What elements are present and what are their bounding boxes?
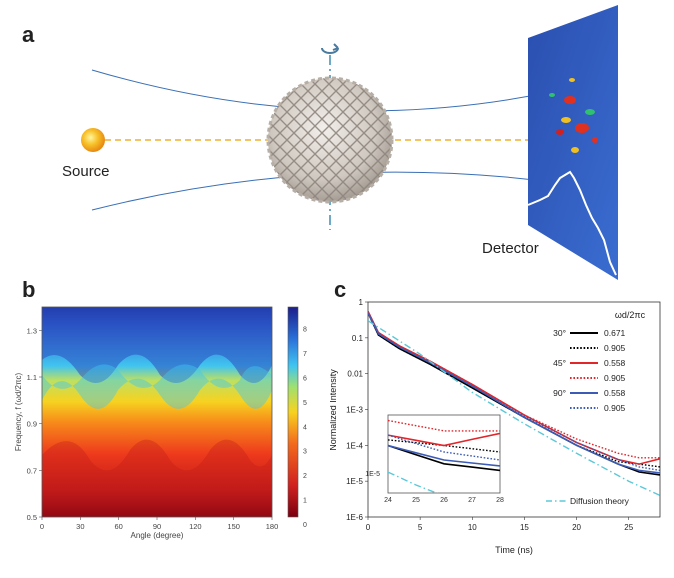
detector-label: Detector bbox=[482, 240, 539, 257]
legend-angle-label: 30° bbox=[553, 328, 566, 338]
heatmap-x-tick-label: 150 bbox=[227, 522, 240, 531]
inset-frame bbox=[387, 414, 501, 494]
heatmap-y-tick-label: 1.1 bbox=[27, 373, 37, 382]
heatmap-x-tick-label: 0 bbox=[40, 522, 44, 531]
source-label: Source bbox=[62, 163, 110, 180]
legend-header: ωd/2πc bbox=[615, 310, 646, 320]
heatmap-y-ticks: 0.5 0.7 0.9 1.1 1.3 bbox=[27, 326, 42, 522]
inset-x-tick-label: 25 bbox=[412, 497, 420, 504]
legend-value-label: 0.558 bbox=[604, 358, 626, 368]
inset-x-tick-label: 28 bbox=[496, 497, 504, 504]
colorbar-tick-label: 4 bbox=[303, 424, 307, 431]
decay-y-tick-label: 1E-6 bbox=[346, 513, 363, 522]
decay-x-tick-label: 5 bbox=[418, 523, 423, 532]
decay-y-tick-label: 0.01 bbox=[347, 370, 363, 379]
colorbar-tick-label: 8 bbox=[303, 327, 307, 334]
legend: 30° 0.671 0.905 45° 0.558 0.905 90° 0.558 0.905 bbox=[553, 328, 625, 413]
source-sun-icon bbox=[81, 128, 105, 152]
inset-series-line bbox=[388, 432, 500, 447]
legend-value-label: 0.905 bbox=[604, 343, 626, 353]
decay-y-label: Normalized Intensity bbox=[330, 369, 338, 451]
panel-a-illustration bbox=[81, 5, 618, 280]
heatmap-y-tick-label: 0.7 bbox=[27, 466, 37, 475]
legend-value-label: 0.905 bbox=[604, 373, 626, 383]
colorbar bbox=[287, 306, 299, 518]
heatmap-y-label: Frequency, f (ωd/2πc) bbox=[14, 373, 23, 452]
decay-x-tick-label: 10 bbox=[468, 523, 477, 532]
legend-value-label: 0.905 bbox=[604, 403, 626, 413]
inset-series-line bbox=[388, 471, 439, 493]
decay-y-tick-label: 1E-4 bbox=[346, 441, 363, 450]
quasicrystal-sphere-icon bbox=[266, 76, 394, 204]
colorbar-tick-label: 1 bbox=[303, 498, 307, 505]
diffusion-legend-label: Diffusion theory bbox=[570, 496, 630, 506]
inset-x-ticks: 24 25 26 27 28 bbox=[384, 497, 504, 504]
heatmap-x-tick-label: 90 bbox=[153, 522, 161, 531]
decay-x-tick-label: 15 bbox=[520, 523, 529, 532]
inset-y-tick: 1E-5 bbox=[365, 471, 380, 478]
decay-series-line bbox=[368, 312, 660, 472]
colorbar-ticks: 8 7 6 5 4 3 2 1 0 bbox=[303, 327, 307, 529]
decay-y-tick-label: 1 bbox=[359, 298, 364, 307]
detector-intensity-trace bbox=[527, 170, 617, 276]
colorbar-tick-label: 0 bbox=[303, 522, 307, 529]
heatmap-y-tick-label: 0.9 bbox=[27, 420, 37, 429]
heatmap-x-tick-label: 120 bbox=[189, 522, 202, 531]
colorbar-tick-label: 6 bbox=[303, 375, 307, 382]
panel-letter-c: c bbox=[334, 277, 347, 302]
decay-x-tick-label: 25 bbox=[624, 523, 633, 532]
heatmap-x-label: Angle (degree) bbox=[131, 531, 184, 540]
panel-a: a bbox=[0, 0, 674, 285]
heatmap-x-ticks: 0 30 60 90 120 150 180 bbox=[40, 517, 278, 531]
decay-series-line bbox=[368, 312, 660, 468]
panel-letter-a: a bbox=[22, 22, 35, 47]
inset-x-tick-label: 26 bbox=[440, 497, 448, 504]
decay-x-tick-label: 20 bbox=[572, 523, 581, 532]
decay-x-label: Time (ns) bbox=[495, 545, 533, 555]
decay-series bbox=[368, 310, 660, 497]
legend-angle-label: 90° bbox=[553, 388, 566, 398]
panel-b: b bbox=[0, 277, 330, 578]
inset-series-line bbox=[388, 444, 500, 467]
decay-y-tick-label: 1E-5 bbox=[346, 477, 363, 486]
decay-series-line bbox=[368, 320, 660, 497]
panel-c: c 1 0.1 0.01 1E-3 1E-4 1E-5 1E-6 0 5 10 15 20 25 24… bbox=[330, 277, 674, 578]
heatmap-x-tick-label: 60 bbox=[114, 522, 122, 531]
legend-value-label: 0.671 bbox=[604, 328, 626, 338]
heatmap-area bbox=[42, 307, 272, 517]
heatmap-y-tick-label: 0.5 bbox=[27, 513, 37, 522]
heatmap-chart: 0 30 60 90 120 150 180 0.5 0.7 0.9 1.1 1.3 8 7 6 5 4 3 2… bbox=[14, 306, 307, 540]
inset-x-tick-label: 27 bbox=[468, 497, 476, 504]
inset-series-line bbox=[388, 434, 500, 461]
decay-x-tick-label: 0 bbox=[366, 523, 371, 532]
decay-y-ticks: 1 0.1 0.01 1E-3 1E-4 1E-5 1E-6 bbox=[346, 298, 368, 522]
decay-series-line bbox=[368, 310, 660, 459]
decay-y-tick-label: 1E-3 bbox=[346, 406, 363, 415]
colorbar-tick-label: 2 bbox=[303, 473, 307, 480]
colorbar-tick-label: 5 bbox=[303, 400, 307, 407]
heatmap-x-tick-label: 180 bbox=[266, 522, 279, 531]
decay-y-tick-label: 0.1 bbox=[352, 334, 364, 343]
colorbar-tick-label: 3 bbox=[303, 449, 307, 456]
heatmap-x-tick-label: 30 bbox=[76, 522, 84, 531]
rotation-arrow-icon bbox=[321, 47, 339, 54]
decay-chart: 1 0.1 0.01 1E-3 1E-4 1E-5 1E-6 0 5 10 15 20 25 24 25… bbox=[330, 298, 661, 555]
inset-series bbox=[388, 419, 500, 493]
detector-screen bbox=[527, 5, 618, 280]
heatmap-y-tick-label: 1.3 bbox=[27, 326, 37, 335]
decay-x-ticks: 0 5 10 15 20 25 bbox=[366, 517, 634, 532]
colorbar-tick-label: 7 bbox=[303, 351, 307, 358]
panel-letter-b: b bbox=[22, 277, 36, 302]
legend-angle-label: 45° bbox=[553, 358, 566, 368]
inset-series-line bbox=[388, 444, 500, 472]
inset-x-tick-label: 24 bbox=[384, 497, 392, 504]
legend-value-label: 0.558 bbox=[604, 388, 626, 398]
